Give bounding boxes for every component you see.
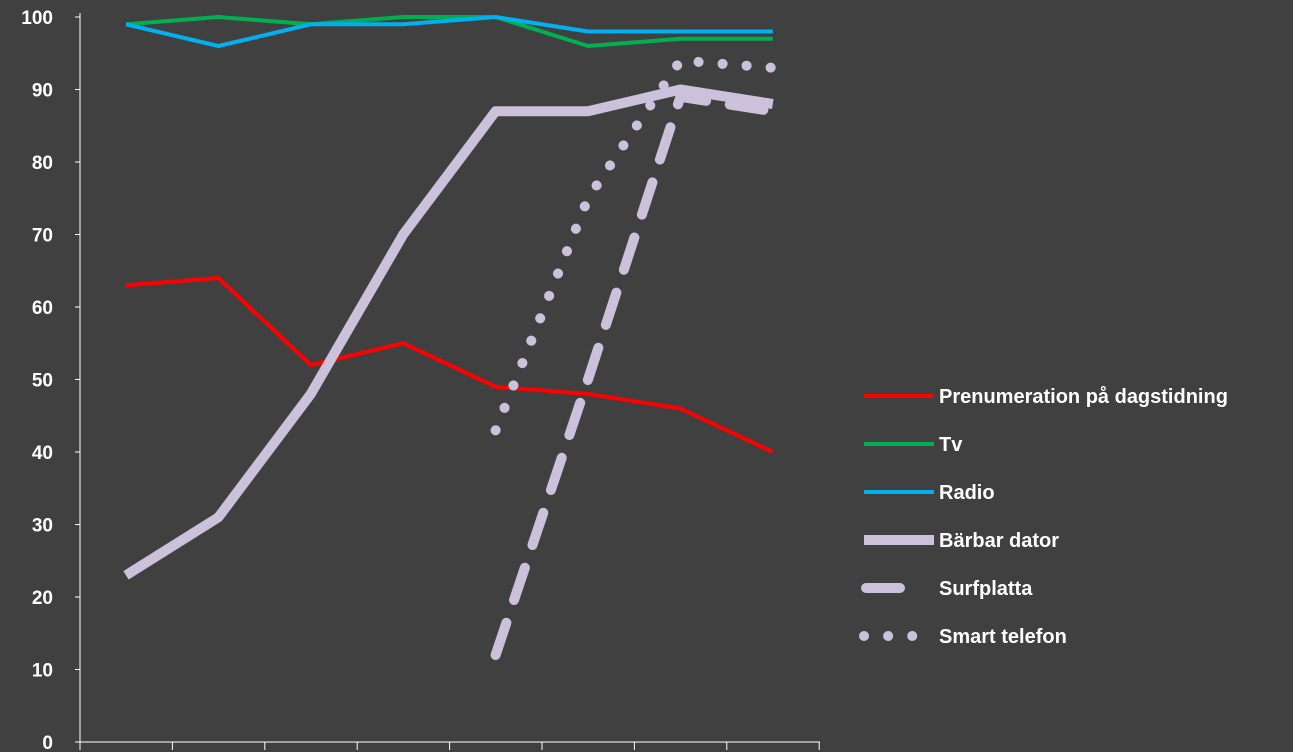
- legend-label-b-rbar-dator: Bärbar dator: [939, 530, 1059, 552]
- y-tick-label: 10: [32, 661, 53, 682]
- y-tick-label: 80: [32, 153, 53, 174]
- y-tick-label: 50: [32, 371, 53, 392]
- y-tick-label: 100: [21, 8, 53, 29]
- series-line-radio: [125, 15, 773, 48]
- legend: Prenumeration på dagstidning Tv Radio Bärba…: [859, 385, 1228, 648]
- series-line-tv: [125, 15, 773, 48]
- series-line-prenumeration-p-dagstidning: [125, 276, 774, 454]
- y-tick-label: 40: [32, 443, 53, 464]
- y-tick-label: 20: [32, 588, 53, 609]
- legend-label-radio: Radio: [939, 482, 995, 504]
- y-tick-label: 30: [32, 516, 53, 537]
- y-tick-label: 60: [32, 298, 53, 319]
- series-line-b-rbar-dator: [123, 84, 774, 580]
- legend-label-prenumeration-p-dagstidning: Prenumeration på dagstidning: [939, 385, 1228, 408]
- y-tick-label: 70: [32, 226, 53, 247]
- series-lines: [123, 15, 778, 660]
- axes: [75, 13, 820, 750]
- series-line-surfplatta: [490, 91, 778, 660]
- legend-label-smart-telefon: Smart telefon: [939, 626, 1067, 648]
- y-tick-label: 0: [42, 733, 53, 752]
- legend-label-tv: Tv: [939, 434, 963, 456]
- tick-labels: 0 10 20 30 40 50 60 70 80 90 100: [21, 8, 53, 752]
- legend-label-surfplatta: Surfplatta: [939, 578, 1033, 600]
- series-line-smart-telefon: [490, 55, 778, 436]
- y-tick-label: 90: [32, 81, 53, 102]
